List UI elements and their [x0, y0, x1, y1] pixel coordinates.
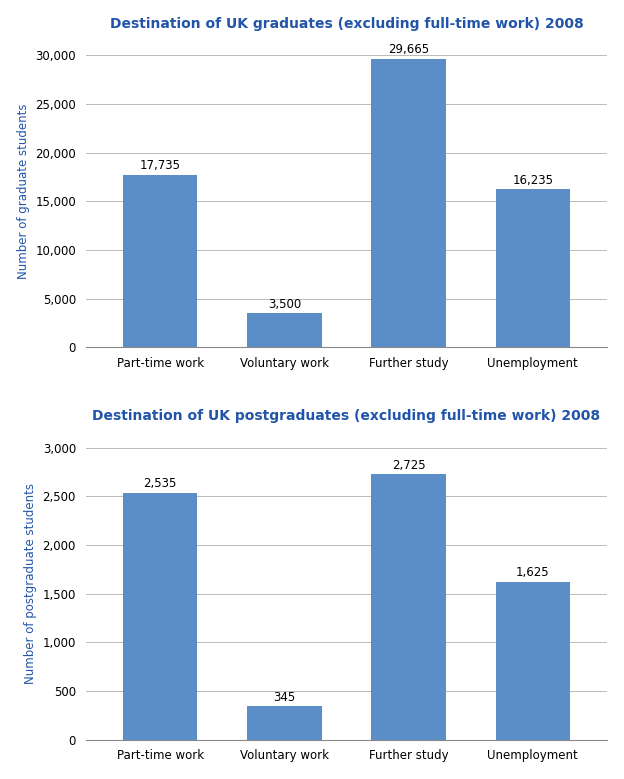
Bar — [247, 706, 322, 739]
Text: 2,535: 2,535 — [144, 478, 177, 491]
Text: 17,735: 17,735 — [140, 159, 181, 172]
Text: 16,235: 16,235 — [512, 174, 553, 187]
Bar — [123, 174, 197, 347]
Text: 1,625: 1,625 — [516, 566, 550, 579]
Y-axis label: Number of postgraduate students: Number of postgraduate students — [24, 484, 37, 685]
Bar — [371, 58, 446, 347]
Text: 2,725: 2,725 — [392, 459, 426, 472]
Y-axis label: Number of graduate students: Number of graduate students — [17, 104, 30, 280]
Bar — [495, 189, 570, 347]
Text: 345: 345 — [273, 690, 296, 703]
Text: 29,665: 29,665 — [388, 43, 429, 56]
Text: 3,500: 3,500 — [268, 298, 301, 311]
Bar — [123, 493, 197, 739]
Title: Destination of UK graduates (excluding full-time work) 2008: Destination of UK graduates (excluding f… — [110, 16, 583, 30]
Bar — [495, 581, 570, 739]
Bar — [371, 474, 446, 739]
Title: Destination of UK postgraduates (excluding full-time work) 2008: Destination of UK postgraduates (excludi… — [92, 409, 600, 423]
Bar — [247, 313, 322, 347]
